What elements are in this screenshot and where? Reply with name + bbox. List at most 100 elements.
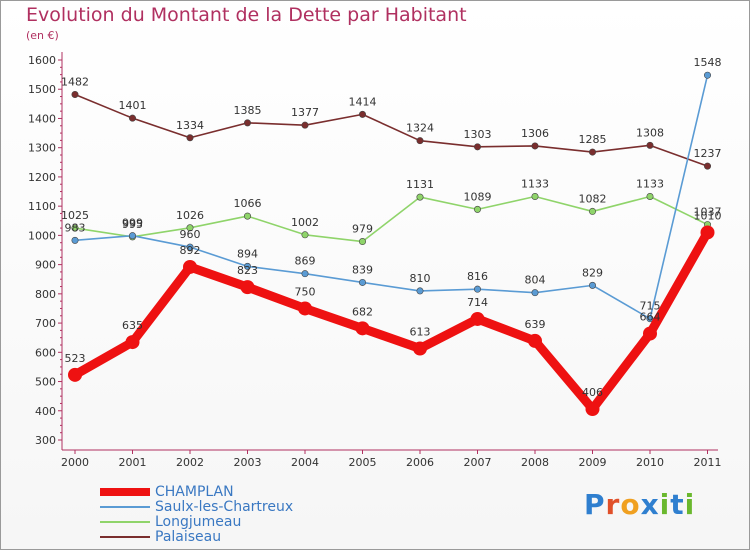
legend-item-champlan: CHAMPLAN xyxy=(100,484,400,500)
data-label-longjumeau: 1133 xyxy=(521,178,549,191)
series-line-palaiseau xyxy=(74,93,709,167)
data-label-longjumeau: 979 xyxy=(352,223,373,236)
data-point-palaiseau xyxy=(301,121,309,129)
y-tick-label: 400 xyxy=(35,405,56,418)
legend-swatch xyxy=(100,521,150,523)
legend-label: Palaiseau xyxy=(155,529,222,545)
x-tick-label: 2007 xyxy=(464,456,492,469)
legend-label: CHAMPLAN xyxy=(155,484,234,500)
logo-letter: i xyxy=(659,488,671,521)
x-tick-label: 2004 xyxy=(291,456,319,469)
y-tick-label: 800 xyxy=(35,288,56,301)
data-point-champlan xyxy=(125,335,140,350)
x-tick-label: 2002 xyxy=(176,456,204,469)
x-tick-label: 2006 xyxy=(406,456,434,469)
data-label-longjumeau: 1082 xyxy=(579,192,607,205)
data-label-longjumeau: 1002 xyxy=(291,216,319,229)
data-label-longjumeau: 1026 xyxy=(176,209,204,222)
y-tick-label: 1000 xyxy=(28,229,56,242)
data-point-palaiseau xyxy=(646,141,654,149)
series-line-longjumeau xyxy=(74,195,709,243)
data-label-champlan: 892 xyxy=(180,244,201,257)
data-point-longjumeau xyxy=(646,193,654,201)
logo-letter: t xyxy=(670,488,685,521)
logo-letter: r xyxy=(605,488,621,521)
data-point-longjumeau xyxy=(186,224,194,232)
data-label-saulx-les-chartreux: 869 xyxy=(295,255,316,268)
data-label-champlan: 682 xyxy=(352,305,373,318)
legend-label: Longjumeau xyxy=(155,514,242,530)
data-point-saulx-les-chartreux xyxy=(531,289,539,297)
x-tick-label: 2000 xyxy=(61,456,89,469)
data-point-longjumeau xyxy=(301,231,309,239)
x-tick-label: 2005 xyxy=(349,456,377,469)
data-point-palaiseau xyxy=(186,134,194,142)
data-label-champlan: 823 xyxy=(237,264,258,277)
data-label-champlan: 639 xyxy=(525,318,546,331)
data-point-saulx-les-chartreux xyxy=(358,278,366,286)
data-label-saulx-les-chartreux: 804 xyxy=(525,274,546,287)
data-point-palaiseau xyxy=(473,143,481,151)
data-point-palaiseau xyxy=(703,162,711,170)
data-label-palaiseau: 1414 xyxy=(349,95,377,108)
data-point-champlan xyxy=(240,280,255,295)
data-point-longjumeau xyxy=(531,193,539,201)
series-line-champlan xyxy=(70,227,712,414)
data-label-saulx-les-chartreux: 960 xyxy=(180,228,201,241)
data-label-champlan: 714 xyxy=(467,296,488,309)
data-label-champlan: 635 xyxy=(122,319,143,332)
data-point-champlan xyxy=(68,367,82,382)
logo-letter: x xyxy=(640,488,660,521)
data-label-saulx-les-chartreux: 810 xyxy=(410,272,431,285)
data-label-longjumeau: 1066 xyxy=(234,197,262,210)
legend-item-palaiseau: Palaiseau xyxy=(100,529,400,545)
data-label-longjumeau: 1025 xyxy=(61,209,89,222)
data-point-palaiseau xyxy=(531,142,539,150)
y-tick-label: 900 xyxy=(35,259,56,272)
logo-letter: o xyxy=(620,488,641,521)
data-label-champlan: 406 xyxy=(582,386,603,399)
data-point-champlan xyxy=(643,326,657,341)
data-label-champlan: 1010 xyxy=(694,209,722,222)
data-point-palaiseau xyxy=(71,90,79,98)
data-point-palaiseau xyxy=(588,148,596,156)
data-label-longjumeau: 995 xyxy=(122,218,143,231)
legend-label: Saulx-les-Chartreux xyxy=(155,499,294,515)
data-label-saulx-les-chartreux: 816 xyxy=(467,270,488,283)
y-tick-label: 1600 xyxy=(28,54,56,67)
data-label-champlan: 750 xyxy=(295,285,316,298)
legend-swatch xyxy=(100,506,150,508)
legend-swatch xyxy=(100,488,150,496)
data-label-palaiseau: 1401 xyxy=(119,99,147,112)
data-label-palaiseau: 1237 xyxy=(694,147,722,160)
x-tick-label: 2003 xyxy=(234,456,262,469)
x-tick-label: 2001 xyxy=(119,456,147,469)
data-point-champlan xyxy=(183,259,197,274)
data-point-champlan xyxy=(585,402,600,417)
data-label-palaiseau: 1334 xyxy=(176,119,204,132)
y-tick-label: 1500 xyxy=(28,83,56,96)
data-point-champlan xyxy=(700,225,715,240)
series-line-saulx-les-chartreux xyxy=(74,74,709,320)
y-tick-label: 1300 xyxy=(28,142,56,155)
data-point-longjumeau xyxy=(416,193,424,201)
data-label-saulx-les-chartreux: 894 xyxy=(237,247,258,260)
data-point-saulx-les-chartreux xyxy=(646,315,654,323)
y-tick-label: 300 xyxy=(35,434,56,447)
proxiti-logo: Proxiti xyxy=(584,488,695,521)
data-point-champlan xyxy=(470,311,485,326)
data-point-champlan xyxy=(355,321,370,336)
x-tick-label: 2010 xyxy=(636,456,664,469)
logo-letter: P xyxy=(584,488,606,521)
data-point-longjumeau xyxy=(71,224,79,232)
x-tick-label: 2009 xyxy=(579,456,607,469)
legend-swatch xyxy=(100,536,150,538)
x-tick-label: 2011 xyxy=(694,456,722,469)
data-point-palaiseau xyxy=(129,114,137,122)
data-point-champlan xyxy=(413,341,427,356)
data-label-longjumeau: 1133 xyxy=(636,178,664,191)
data-label-palaiseau: 1308 xyxy=(636,126,664,139)
y-tick-label: 1400 xyxy=(28,112,56,125)
legend-item-longjumeau: Longjumeau xyxy=(100,514,400,530)
data-label-palaiseau: 1377 xyxy=(291,106,319,119)
